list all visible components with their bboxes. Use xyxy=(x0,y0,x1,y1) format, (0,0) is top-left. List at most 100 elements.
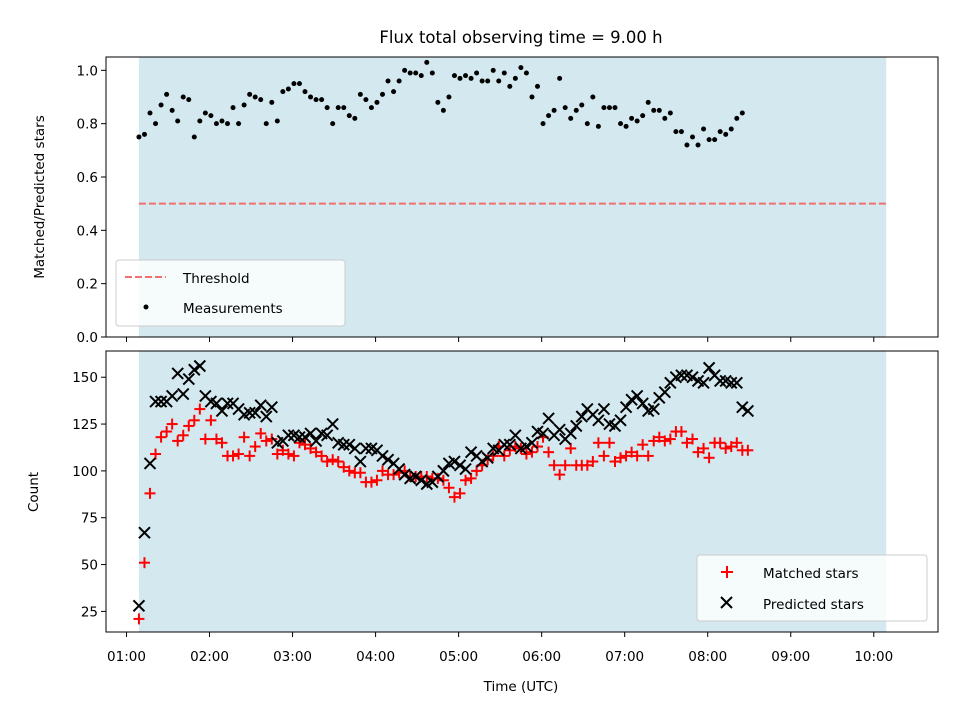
measurement-point xyxy=(507,83,513,89)
matched-star-point xyxy=(161,426,173,438)
matched-star-point xyxy=(531,441,543,453)
measurement-point xyxy=(479,78,485,84)
predicted-star-point xyxy=(149,395,162,408)
bottom-x-axis: 01:00 02:00 03:00 04:00 05:00 06:00 07:00 08:00… xyxy=(107,632,893,665)
matched-star-point xyxy=(210,433,222,445)
measurement-point xyxy=(230,105,236,111)
predicted-star-point xyxy=(309,434,323,448)
matched-star-point xyxy=(460,474,472,486)
measurement-point xyxy=(208,113,214,119)
measurement-point xyxy=(612,105,618,111)
matched-star-point xyxy=(659,435,671,447)
predicted-star-point xyxy=(437,464,450,478)
matched-star-point xyxy=(188,414,200,426)
top-y-axis-label: Matched/Predicted stars xyxy=(32,115,48,278)
measurement-point xyxy=(739,110,745,116)
predicted-star-point xyxy=(730,376,743,390)
top-x-ticks xyxy=(125,337,875,342)
matched-star-point xyxy=(177,429,189,441)
predicted-star-point xyxy=(221,397,234,410)
predicted-star-point xyxy=(293,430,306,444)
measurement-point xyxy=(640,113,646,119)
measurement-point xyxy=(169,107,175,113)
measurement-point xyxy=(296,81,302,87)
measurement-point xyxy=(435,99,441,105)
measurement-point xyxy=(380,91,386,97)
measurement-point xyxy=(712,137,718,143)
matched-star-point xyxy=(233,448,245,460)
matched-star-point xyxy=(620,450,632,462)
ratio-subplot: 0.0 0.2 0.4 0.6 0.8 1.0 Matched/Predicted sta… xyxy=(32,56,939,346)
predicted-star-point xyxy=(592,414,605,427)
measurement-point xyxy=(728,126,734,132)
matched-star-point xyxy=(421,471,433,483)
predicted-star-point xyxy=(343,438,356,451)
predicted-star-point xyxy=(525,436,539,450)
predicted-star-point xyxy=(265,400,278,414)
predicted-star-point xyxy=(509,429,522,442)
matched-star-point xyxy=(238,431,250,443)
predicted-star-point xyxy=(553,423,566,436)
bottom-y-axis-label: Count xyxy=(26,472,42,512)
matched-star-point xyxy=(664,433,676,445)
measurement-point xyxy=(280,89,286,95)
measurement-point xyxy=(523,70,529,76)
x-tick-label: 09:00 xyxy=(771,649,810,665)
measurement-point xyxy=(341,105,347,111)
predicted-star-point xyxy=(154,395,168,408)
matched-star-point xyxy=(144,487,156,499)
measurement-point xyxy=(490,67,496,73)
x-tick-label: 05:00 xyxy=(439,649,478,665)
predicted-star-point xyxy=(570,419,583,433)
matched-star-point xyxy=(559,459,571,471)
chart-title: Flux total observing time = 9.00 h xyxy=(379,28,662,47)
matched-star-point xyxy=(653,431,665,443)
matched-star-point xyxy=(692,446,704,458)
measurement-point xyxy=(368,105,374,111)
predicted-star-point xyxy=(359,442,373,455)
matched-star-point xyxy=(138,557,150,569)
predicted-star-point xyxy=(398,468,411,481)
matched-star-point xyxy=(437,474,449,486)
measurement-point xyxy=(219,118,225,124)
measurement-point xyxy=(678,129,684,135)
measurement-point xyxy=(158,102,164,108)
measurement-point xyxy=(330,121,336,127)
measurement-point xyxy=(291,81,297,87)
measurement-point xyxy=(153,121,159,127)
bottom-plot-frame xyxy=(105,350,939,633)
predicted-star-point xyxy=(143,457,157,470)
predicted-star-point xyxy=(415,474,428,487)
measurement-point xyxy=(701,126,707,132)
measurement-point xyxy=(324,105,330,111)
matched-star-point xyxy=(338,461,350,473)
measurement-point xyxy=(191,134,197,140)
matched-star-point xyxy=(249,441,261,453)
y-tick-label: 0.6 xyxy=(77,170,98,186)
matched-star-point xyxy=(598,450,610,462)
measurement-point xyxy=(623,123,629,129)
matched-star-point xyxy=(648,435,660,447)
predicted-star-point xyxy=(320,429,334,442)
matched-star-point xyxy=(742,444,754,456)
measurement-point xyxy=(451,73,457,79)
legend-predicted-swatch xyxy=(720,596,733,609)
y-tick-label: 0.2 xyxy=(77,277,98,293)
matched-star-point xyxy=(332,456,344,468)
predicted-star-point xyxy=(177,387,190,401)
matched-star-point xyxy=(277,444,289,456)
legend-matched-label: Matched stars xyxy=(763,566,859,582)
measurement-point xyxy=(518,65,524,71)
matched-star-point xyxy=(271,448,283,460)
measurement-point xyxy=(717,129,723,135)
x-tick-label: 02:00 xyxy=(190,649,229,665)
legend-matched-swatch xyxy=(721,566,733,578)
predicted-star-point xyxy=(282,429,295,442)
measurement-point xyxy=(634,118,640,124)
measurement-point xyxy=(590,94,596,100)
matched-star-point xyxy=(615,452,627,464)
predicted-star-point xyxy=(448,455,461,468)
matched-star-point xyxy=(194,403,206,415)
matched-star-point xyxy=(543,446,555,458)
matched-star-point xyxy=(155,431,167,443)
